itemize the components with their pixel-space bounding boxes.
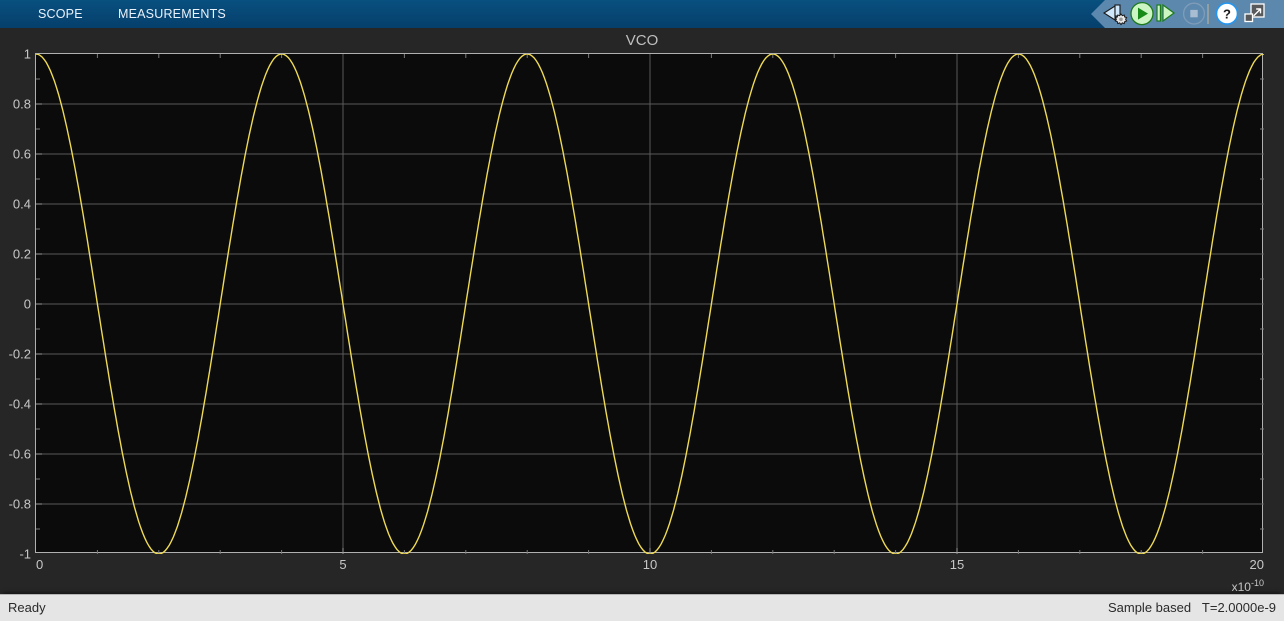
svg-text:?: ? (1223, 7, 1231, 22)
